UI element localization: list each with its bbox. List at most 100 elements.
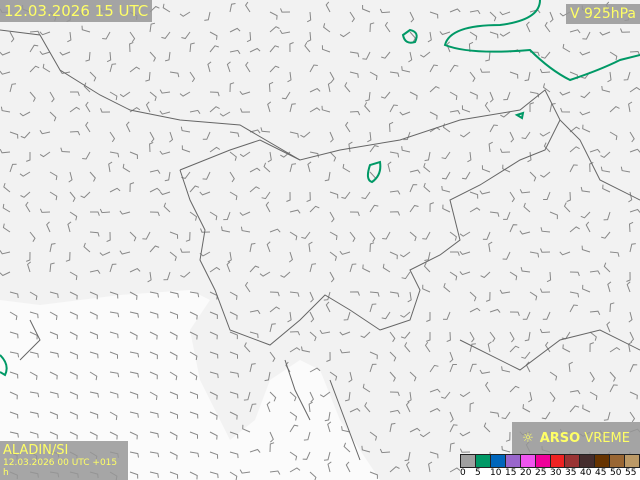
- wind-barb: [9, 371, 19, 379]
- wind-barb: [339, 31, 351, 38]
- wind-barb: [341, 426, 351, 433]
- wind-barb: [443, 282, 451, 293]
- wind-barb: [599, 31, 611, 36]
- wind-barb: [249, 47, 261, 53]
- legend-label: 55: [625, 468, 637, 478]
- wind-barb: [249, 309, 261, 315]
- wind-barb: [626, 271, 631, 282]
- legend-label: 35: [565, 468, 577, 478]
- wind-barb: [461, 171, 471, 180]
- wind-barb: [49, 311, 58, 320]
- wind-barb: [49, 91, 55, 103]
- borders: [0, 29, 640, 461]
- legend-label: 10: [490, 468, 502, 478]
- wind-barb: [226, 261, 231, 273]
- wind-barb: [321, 105, 331, 113]
- brand-logo: ☼ ARSO VREME: [512, 422, 640, 454]
- wind-barb: [344, 82, 351, 93]
- wind-barb: [9, 411, 19, 419]
- wind-barb: [589, 270, 601, 275]
- wind-barb: [209, 106, 220, 113]
- wind-barb: [249, 186, 260, 193]
- wind-barb: [69, 271, 78, 281]
- wind-barb: [260, 127, 271, 133]
- legend-swatch: [610, 455, 626, 467]
- wind-barb: [419, 431, 431, 438]
- wind-barb: [361, 191, 371, 200]
- wind-barb: [569, 304, 578, 313]
- wind-barb: [489, 31, 499, 39]
- wind-barb: [189, 211, 198, 221]
- wind-barb: [469, 363, 477, 373]
- wind-barb: [70, 91, 80, 96]
- wind-barb: [129, 231, 137, 242]
- wind-barb: [549, 391, 556, 403]
- wind-barb: [519, 230, 531, 235]
- wind-barb: [609, 251, 620, 257]
- wind-barb: [404, 342, 411, 353]
- wind-barb: [489, 211, 500, 217]
- wind-barb: [329, 251, 337, 261]
- wind-barb: [527, 151, 532, 163]
- wind-barb: [549, 211, 558, 220]
- wind-barb: [489, 331, 496, 343]
- wind-barb: [349, 71, 359, 78]
- wind-barb: [329, 151, 337, 162]
- wind-barb: [409, 184, 418, 193]
- wind-barb: [67, 31, 72, 43]
- legend-label: 0: [460, 468, 466, 478]
- wind-barb: [469, 191, 479, 199]
- wind-barb: [441, 391, 451, 399]
- wind-barb: [449, 91, 458, 100]
- wind-barb: [149, 411, 159, 418]
- wind-barb: [562, 43, 571, 53]
- wind-barb: [69, 191, 76, 202]
- wind-barb: [229, 471, 238, 480]
- weather-sun-icon: ☼: [522, 430, 534, 446]
- wind-barb: [521, 131, 531, 140]
- wind-barb: [129, 291, 138, 300]
- wind-barb: [339, 250, 351, 255]
- wind-barb: [307, 161, 312, 173]
- wind-barb: [609, 51, 618, 61]
- wind-barb: [459, 271, 471, 276]
- wind-barb: [609, 131, 618, 141]
- wind-barb: [249, 331, 259, 339]
- wind-barb: [244, 1, 251, 13]
- wind-barb: [289, 42, 294, 53]
- wind-barb: [449, 110, 461, 115]
- wind-barb: [209, 311, 218, 320]
- legend-labels: 0 5 10 15 20 25 30 35 40 45 50 55: [460, 468, 640, 478]
- wind-barb: [181, 145, 191, 153]
- wind-barb: [585, 221, 591, 233]
- wind-barb: [467, 151, 472, 163]
- wind-barb: [0, 51, 11, 56]
- wind-barb: [349, 11, 356, 23]
- wind-barb: [369, 22, 375, 33]
- wind-barb: [269, 391, 277, 402]
- wind-barb: [582, 284, 591, 293]
- wind-barb: [609, 105, 620, 113]
- wind-barb: [501, 411, 511, 420]
- wind-barb: [49, 371, 58, 380]
- wind-barb: [264, 371, 271, 382]
- legend-label: 40: [580, 468, 592, 478]
- wind-barb: [603, 211, 611, 221]
- wind-barb: [263, 162, 271, 173]
- wind-barb: [342, 163, 351, 173]
- wind-barb: [423, 262, 431, 273]
- wind-barb: [209, 411, 218, 420]
- wind-barb: [129, 151, 138, 159]
- wind-barb: [189, 371, 198, 381]
- wind-barb: [108, 161, 113, 173]
- wind-speed-contours: [0, 0, 640, 377]
- wind-barb: [169, 331, 178, 340]
- wind-barb: [540, 51, 551, 59]
- wind-barb: [69, 211, 78, 221]
- wind-barb: [286, 191, 291, 202]
- wind-barb: [569, 126, 580, 133]
- wind-barb: [185, 231, 191, 242]
- wind-barb: [29, 30, 41, 36]
- wind-barb: [309, 88, 321, 93]
